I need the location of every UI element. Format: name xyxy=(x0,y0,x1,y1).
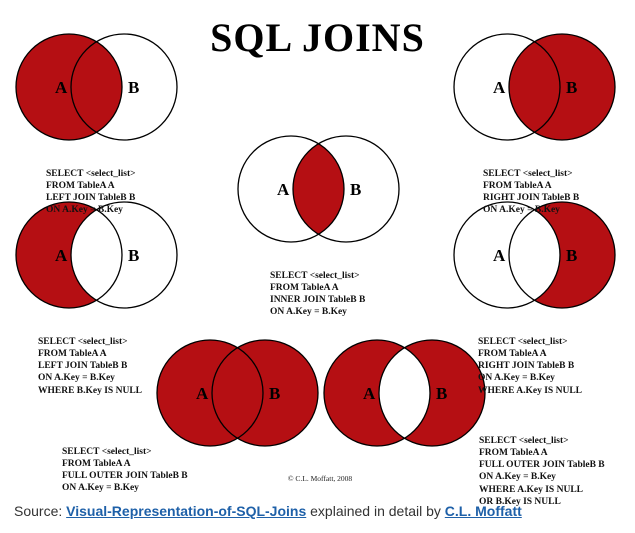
region-intersection xyxy=(212,347,263,439)
region-intersection xyxy=(71,41,122,133)
region-a-only xyxy=(157,340,238,446)
set-label-b: B xyxy=(128,78,139,97)
source-link-author[interactable]: C.L. Moffatt xyxy=(444,503,522,519)
region-a-only xyxy=(16,34,97,140)
set-label-a: A xyxy=(493,246,506,265)
set-label-b: B xyxy=(350,180,361,199)
sql-inner-join: SELECT <select_list> FROM TableA A INNER J… xyxy=(270,270,366,318)
set-label-a: A xyxy=(196,384,209,403)
diagram-title: SQL JOINS xyxy=(210,15,425,60)
sql-left-join: SELECT <select_list> FROM TableA A LEFT JO… xyxy=(46,168,136,216)
set-label-a: A xyxy=(277,180,290,199)
circle-a-outline xyxy=(453,33,561,141)
set-label-a: A xyxy=(55,246,68,265)
region-b-only xyxy=(534,202,615,308)
set-label-b: B xyxy=(269,384,280,403)
set-label-b: B xyxy=(566,246,577,265)
circle-b-outline xyxy=(211,339,319,447)
source-caption: Source: Visual-Representation-of-SQL-Joi… xyxy=(14,503,522,519)
circle-b-outline xyxy=(508,201,616,309)
sql-right-excluding-join: SELECT <select_list> FROM TableA A RIGHT J… xyxy=(478,336,582,396)
region-intersection xyxy=(293,143,344,235)
copyright-credit: © C.L. Moffatt, 2008 xyxy=(287,474,353,483)
set-label-a: A xyxy=(55,78,68,97)
region-b-only xyxy=(237,340,318,446)
region-b-only xyxy=(404,340,485,446)
source-link-article[interactable]: Visual-Representation-of-SQL-Joins xyxy=(66,503,307,519)
circle-a-outline xyxy=(323,339,431,447)
region-intersection xyxy=(509,41,560,133)
region-b-only xyxy=(534,33,615,140)
set-label-a: A xyxy=(493,78,506,97)
circle-b-outline xyxy=(70,33,178,141)
circle-b-base xyxy=(71,202,177,308)
region-a-only xyxy=(324,340,405,446)
set-label-a: A xyxy=(363,384,376,403)
sql-full-outer-excluding-join: SELECT <select_list> FROM TableA A FULL OU… xyxy=(479,435,605,508)
source-middle-text: explained in detail by xyxy=(306,503,445,519)
circle-b-outline xyxy=(508,33,616,141)
region-a-only xyxy=(16,202,97,308)
sql-full-outer-join: SELECT <select_list> FROM TableA A FULL OU… xyxy=(62,446,188,494)
circle-b-outline xyxy=(378,339,486,447)
circle-a-outline xyxy=(15,201,123,309)
circle-a-outline xyxy=(156,339,264,447)
circle-a-outline xyxy=(453,201,561,309)
source-prefix: Source: xyxy=(14,503,67,519)
sql-right-join: SELECT <select_list> FROM TableA A RIGHT J… xyxy=(483,168,580,216)
set-label-b: B xyxy=(436,384,447,403)
circle-b-outline xyxy=(70,201,178,309)
circle-b-outline xyxy=(292,135,400,243)
circle-a-outline xyxy=(237,135,345,243)
set-label-b: B xyxy=(566,78,577,97)
set-label-b: B xyxy=(128,246,139,265)
sql-left-excluding-join: SELECT <select_list> FROM TableA A LEFT JO… xyxy=(38,336,142,396)
circle-a-outline xyxy=(15,33,123,141)
